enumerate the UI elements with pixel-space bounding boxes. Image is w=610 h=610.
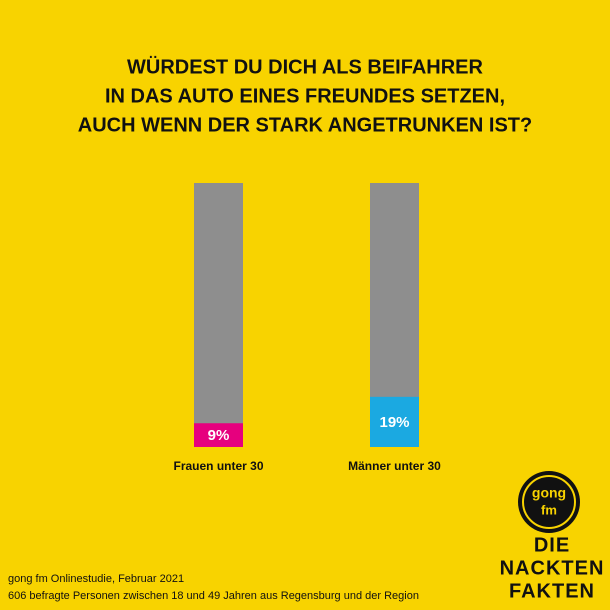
logo-text: fm	[541, 502, 557, 517]
bar-track	[194, 183, 243, 447]
chart-title: AUCH WENN DER STARK ANGETRUNKEN IST?	[78, 114, 532, 136]
brand: NACKTEN	[500, 557, 605, 579]
brand: DIE	[534, 534, 570, 556]
brand: FAKTEN	[509, 580, 595, 602]
x-tick-label: Männer unter 30	[348, 459, 441, 473]
chart-title: IN DAS AUTO EINES FREUNDES SETZEN,	[105, 85, 505, 107]
bar	[370, 396, 419, 447]
chart-title: WÜRDEST DU DICH ALS BEIFAHRER	[127, 55, 483, 78]
value-label: 9%	[208, 427, 230, 444]
logo-text: gong	[532, 485, 566, 501]
bar	[194, 423, 243, 447]
source: 606 befragte Personen zwischen 18 und 49…	[8, 590, 419, 602]
x-tick-label: Frauen unter 30	[173, 459, 263, 473]
value-label: 19%	[379, 414, 409, 431]
source: gong fm Onlinestudie, Februar 2021	[8, 573, 184, 585]
logo	[518, 471, 580, 533]
logo-ring	[522, 475, 576, 529]
